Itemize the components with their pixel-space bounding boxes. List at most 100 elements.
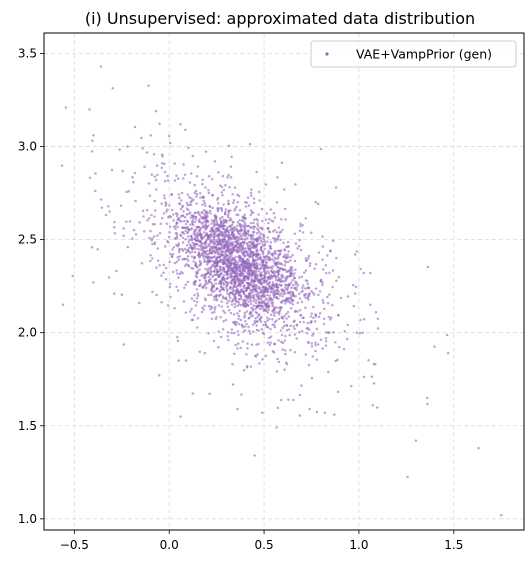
data-point	[337, 314, 340, 317]
data-point	[219, 272, 223, 275]
data-point	[232, 256, 235, 260]
data-point	[314, 287, 318, 290]
y-tick-label: 1.0	[18, 512, 37, 526]
data-point	[326, 254, 329, 257]
data-point	[272, 290, 276, 293]
data-point	[301, 289, 304, 293]
data-point	[273, 325, 277, 329]
data-point	[175, 269, 179, 272]
data-point	[262, 255, 266, 259]
data-point	[284, 283, 287, 287]
data-point	[294, 242, 298, 245]
data-point	[218, 184, 222, 187]
data-point	[194, 239, 197, 242]
data-point	[214, 278, 217, 281]
data-point	[302, 320, 305, 324]
data-point	[200, 211, 204, 214]
data-point	[233, 293, 236, 297]
data-point	[319, 147, 323, 151]
data-point	[250, 271, 254, 275]
data-point	[176, 225, 180, 229]
data-point	[201, 178, 204, 182]
data-point	[238, 303, 241, 306]
data-point	[276, 176, 279, 179]
data-point	[264, 258, 267, 261]
data-point	[334, 186, 338, 189]
data-point	[157, 374, 161, 377]
data-point	[238, 255, 241, 258]
data-point	[190, 250, 194, 253]
data-point	[257, 213, 260, 216]
data-point	[214, 217, 218, 221]
data-point	[236, 268, 239, 272]
data-point	[212, 246, 215, 250]
data-point	[181, 214, 184, 217]
data-point	[254, 272, 258, 275]
data-point	[231, 192, 234, 196]
data-point	[230, 223, 234, 227]
data-point	[159, 222, 162, 226]
data-point	[214, 223, 218, 227]
data-point	[280, 288, 283, 291]
data-point	[328, 271, 331, 275]
data-point	[265, 212, 268, 215]
data-point	[238, 298, 241, 301]
data-point	[369, 271, 372, 275]
data-point	[236, 330, 240, 333]
data-point	[226, 213, 230, 217]
data-point	[198, 233, 201, 237]
data-point	[321, 281, 324, 284]
data-point	[275, 426, 278, 429]
data-point	[203, 234, 207, 237]
data-point	[167, 216, 170, 219]
data-point	[246, 242, 249, 246]
data-point	[285, 256, 289, 260]
data-point	[313, 293, 316, 296]
data-point	[286, 310, 290, 314]
data-point	[242, 289, 246, 293]
data-point	[168, 260, 171, 264]
data-point	[246, 262, 249, 265]
data-point	[374, 363, 377, 366]
data-point	[310, 345, 314, 348]
data-point	[236, 272, 239, 275]
data-point	[230, 331, 233, 335]
data-point	[173, 162, 176, 165]
data-point	[210, 265, 213, 269]
data-point	[238, 273, 241, 277]
data-point	[245, 322, 248, 326]
data-point	[112, 292, 116, 295]
data-point	[199, 192, 202, 195]
data-point	[273, 216, 277, 219]
data-point	[232, 352, 236, 355]
data-point	[232, 229, 236, 233]
data-point	[213, 251, 217, 254]
data-point	[316, 343, 320, 346]
data-point	[245, 288, 249, 292]
data-point	[195, 288, 199, 291]
data-point	[153, 242, 157, 246]
data-point	[304, 353, 308, 356]
data-point	[247, 317, 251, 320]
data-point	[150, 213, 153, 217]
data-point	[221, 250, 224, 254]
data-point	[196, 239, 200, 242]
data-point	[147, 182, 151, 185]
data-point	[170, 192, 173, 196]
data-point	[249, 302, 253, 306]
data-point	[262, 323, 265, 327]
data-point	[250, 306, 253, 309]
data-point	[249, 288, 252, 291]
data-point	[234, 298, 237, 302]
data-point	[132, 228, 136, 232]
data-point	[211, 290, 214, 294]
data-point	[177, 258, 181, 262]
data-point	[249, 209, 253, 212]
data-point	[264, 218, 268, 222]
data-point	[317, 293, 320, 297]
data-point	[194, 304, 198, 307]
data-point	[219, 223, 222, 226]
data-point	[281, 228, 284, 232]
data-point	[284, 286, 287, 289]
data-point	[275, 296, 279, 299]
